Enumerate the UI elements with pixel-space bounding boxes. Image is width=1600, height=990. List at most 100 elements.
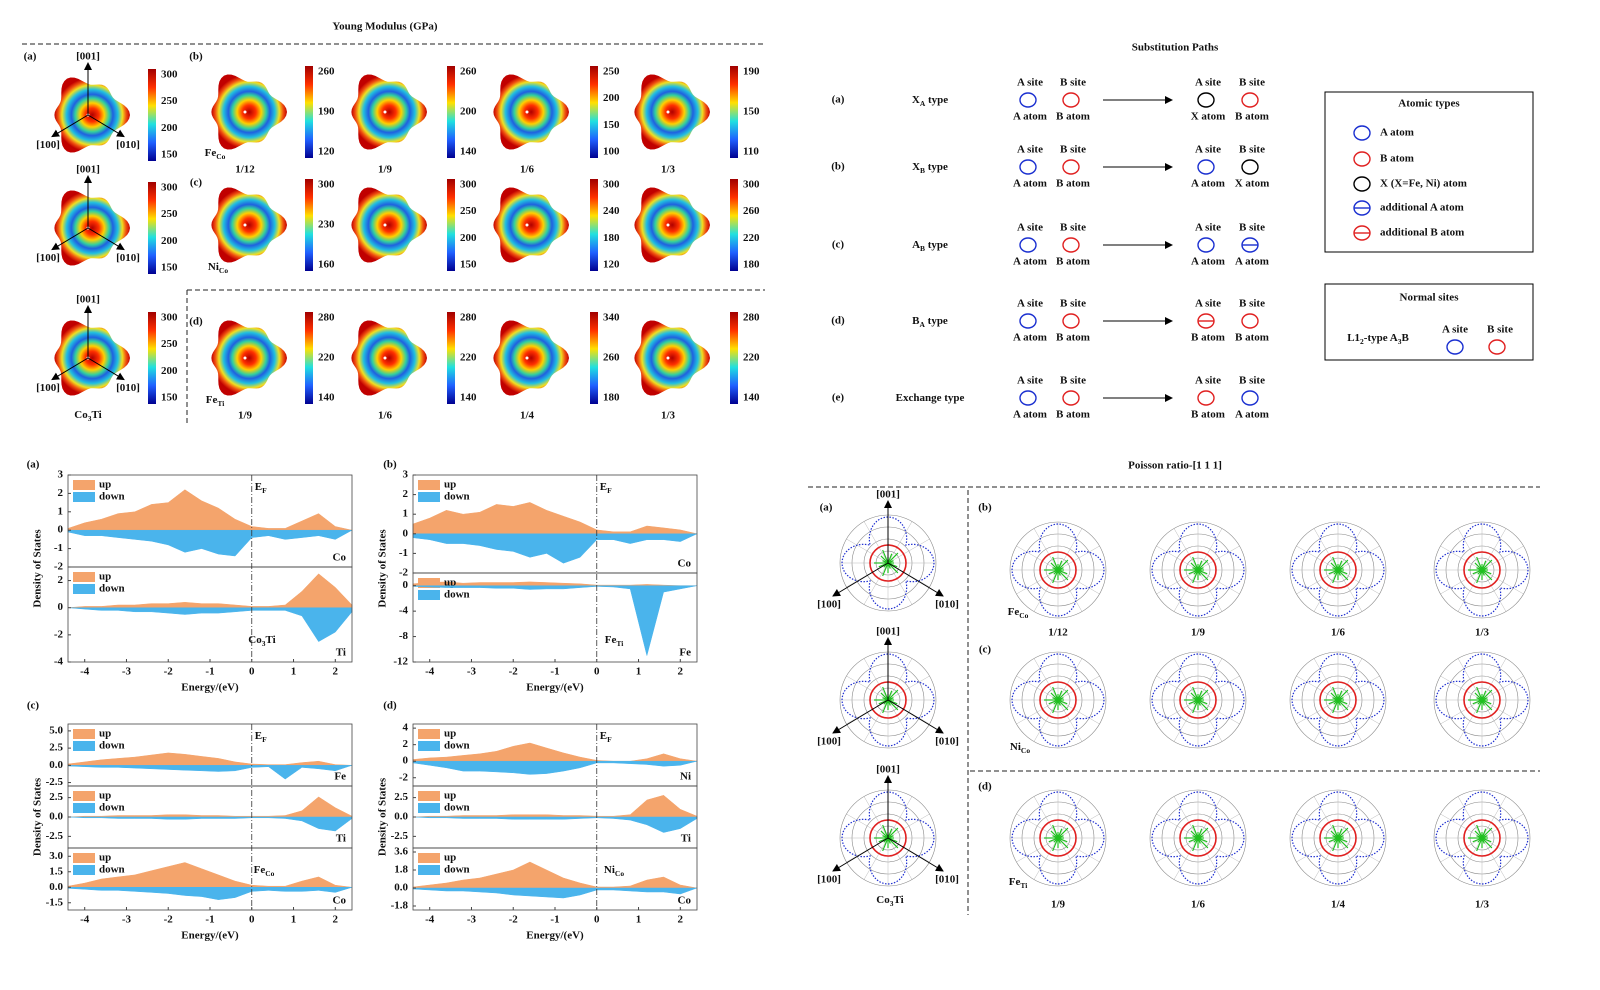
poisson-min (1190, 830, 1199, 839)
fermi-label: EF (255, 730, 267, 744)
poisson-max (1291, 653, 1385, 747)
y-tick-label: 1 (403, 508, 409, 520)
site-label: Ti (681, 833, 691, 845)
atom-label: B atom (1056, 332, 1090, 344)
poisson-max (841, 516, 935, 610)
panel-label: (a) (820, 502, 833, 514)
legend-swatch (73, 572, 95, 582)
subscript: B (920, 166, 925, 175)
subscript: 3 (262, 639, 266, 648)
atom-circle (1019, 237, 1037, 253)
fraction-label: 1/3 (661, 410, 676, 422)
poisson-min (887, 552, 899, 564)
polar-spoke (1457, 569, 1483, 612)
colorbar-label: 300 (743, 179, 760, 191)
polar-spoke (1057, 699, 1083, 742)
poisson-min (1476, 837, 1483, 852)
poisson-min (1474, 830, 1483, 839)
direction-label: [001] (876, 626, 900, 638)
legend-swatch (418, 865, 440, 875)
poisson-min (1332, 699, 1339, 714)
colorbar-label: 250 (161, 338, 178, 350)
polar-spoke (1337, 545, 1380, 571)
dos-area (67, 862, 353, 888)
x-tick-label: -2 (509, 666, 519, 678)
polar-spoke (1481, 837, 1524, 863)
polar-spoke (846, 813, 889, 839)
y-tick-label: 0 (58, 524, 64, 536)
polar-spoke (1173, 528, 1199, 571)
text-part: A (912, 239, 920, 251)
colorbar (447, 312, 455, 404)
polar-spoke (1197, 699, 1223, 742)
colorbar (590, 179, 598, 271)
poisson-min (1337, 837, 1349, 849)
subscript: 3 (890, 899, 894, 908)
x-tick-label: 1 (636, 914, 642, 926)
polar-spoke (1440, 699, 1483, 725)
axis-arrow (51, 114, 89, 138)
colorbar (305, 179, 313, 271)
center-dot (525, 110, 529, 114)
poisson-min (1048, 837, 1059, 843)
y-tick-label: 2 (58, 574, 64, 586)
atom-circle (1197, 237, 1215, 253)
atom-circle (1062, 237, 1080, 253)
y-tick-label: 2 (58, 487, 64, 499)
atom-label: B atom (1056, 111, 1090, 123)
legend-label: up (99, 790, 111, 802)
legend-label: up (99, 479, 111, 491)
poisson-min (1481, 837, 1493, 849)
polar-spoke (863, 796, 889, 839)
polar-spoke (887, 837, 913, 880)
modulus-surface (634, 74, 710, 150)
poisson-min (1188, 569, 1199, 575)
subscript: Co (615, 869, 624, 878)
poisson-min (1481, 559, 1493, 571)
colorbar-label: 120 (603, 259, 620, 271)
poisson-min (1474, 692, 1483, 701)
polar-spoke (1337, 837, 1380, 863)
polar-spoke (887, 796, 913, 839)
poisson-min (1057, 828, 1063, 839)
dos-area (67, 764, 353, 780)
x-tick-label: -4 (80, 666, 90, 678)
poisson-max (1011, 791, 1105, 885)
legend-swatch (418, 803, 440, 813)
y-tick-label: 0 (403, 579, 409, 591)
poisson-min (1197, 569, 1208, 575)
fraction-label: 1/4 (1331, 899, 1346, 911)
site-label: Co (333, 895, 347, 907)
atom-label: B atom (1191, 409, 1225, 421)
direction-label: [100] (817, 599, 841, 611)
dos-area (67, 752, 353, 766)
poisson-min (1192, 837, 1199, 852)
direction-label: [100] (36, 139, 60, 151)
x-tick-label: 2 (333, 666, 339, 678)
colorbar-label: 260 (460, 66, 477, 78)
x-tick-label: -3 (467, 914, 477, 926)
y-tick-label: -1.8 (391, 900, 409, 912)
poisson-min (1481, 697, 1488, 701)
y-tick-label: 3.0 (49, 850, 63, 862)
polar-spoke (1057, 545, 1100, 571)
site-label: A site (1442, 324, 1468, 336)
poisson-min (1057, 560, 1063, 571)
y-tick-label: 5.0 (49, 724, 63, 736)
type-label: XB type (912, 161, 948, 175)
center-dot (525, 223, 529, 227)
polar-spoke (1033, 528, 1059, 571)
legend-swatch (418, 729, 440, 739)
site-label: Ti (336, 833, 346, 845)
polar-spoke (887, 562, 913, 605)
site-label: A site (1195, 222, 1221, 234)
colorbar-label: 140 (318, 392, 335, 404)
host-label: Co3Ti (876, 894, 903, 908)
dos-area (412, 585, 698, 656)
polar-spoke (1033, 569, 1059, 612)
axis-arrow (87, 114, 125, 138)
polar-spoke (1296, 569, 1339, 595)
colorbar (590, 66, 598, 158)
polar-spoke (863, 562, 889, 605)
